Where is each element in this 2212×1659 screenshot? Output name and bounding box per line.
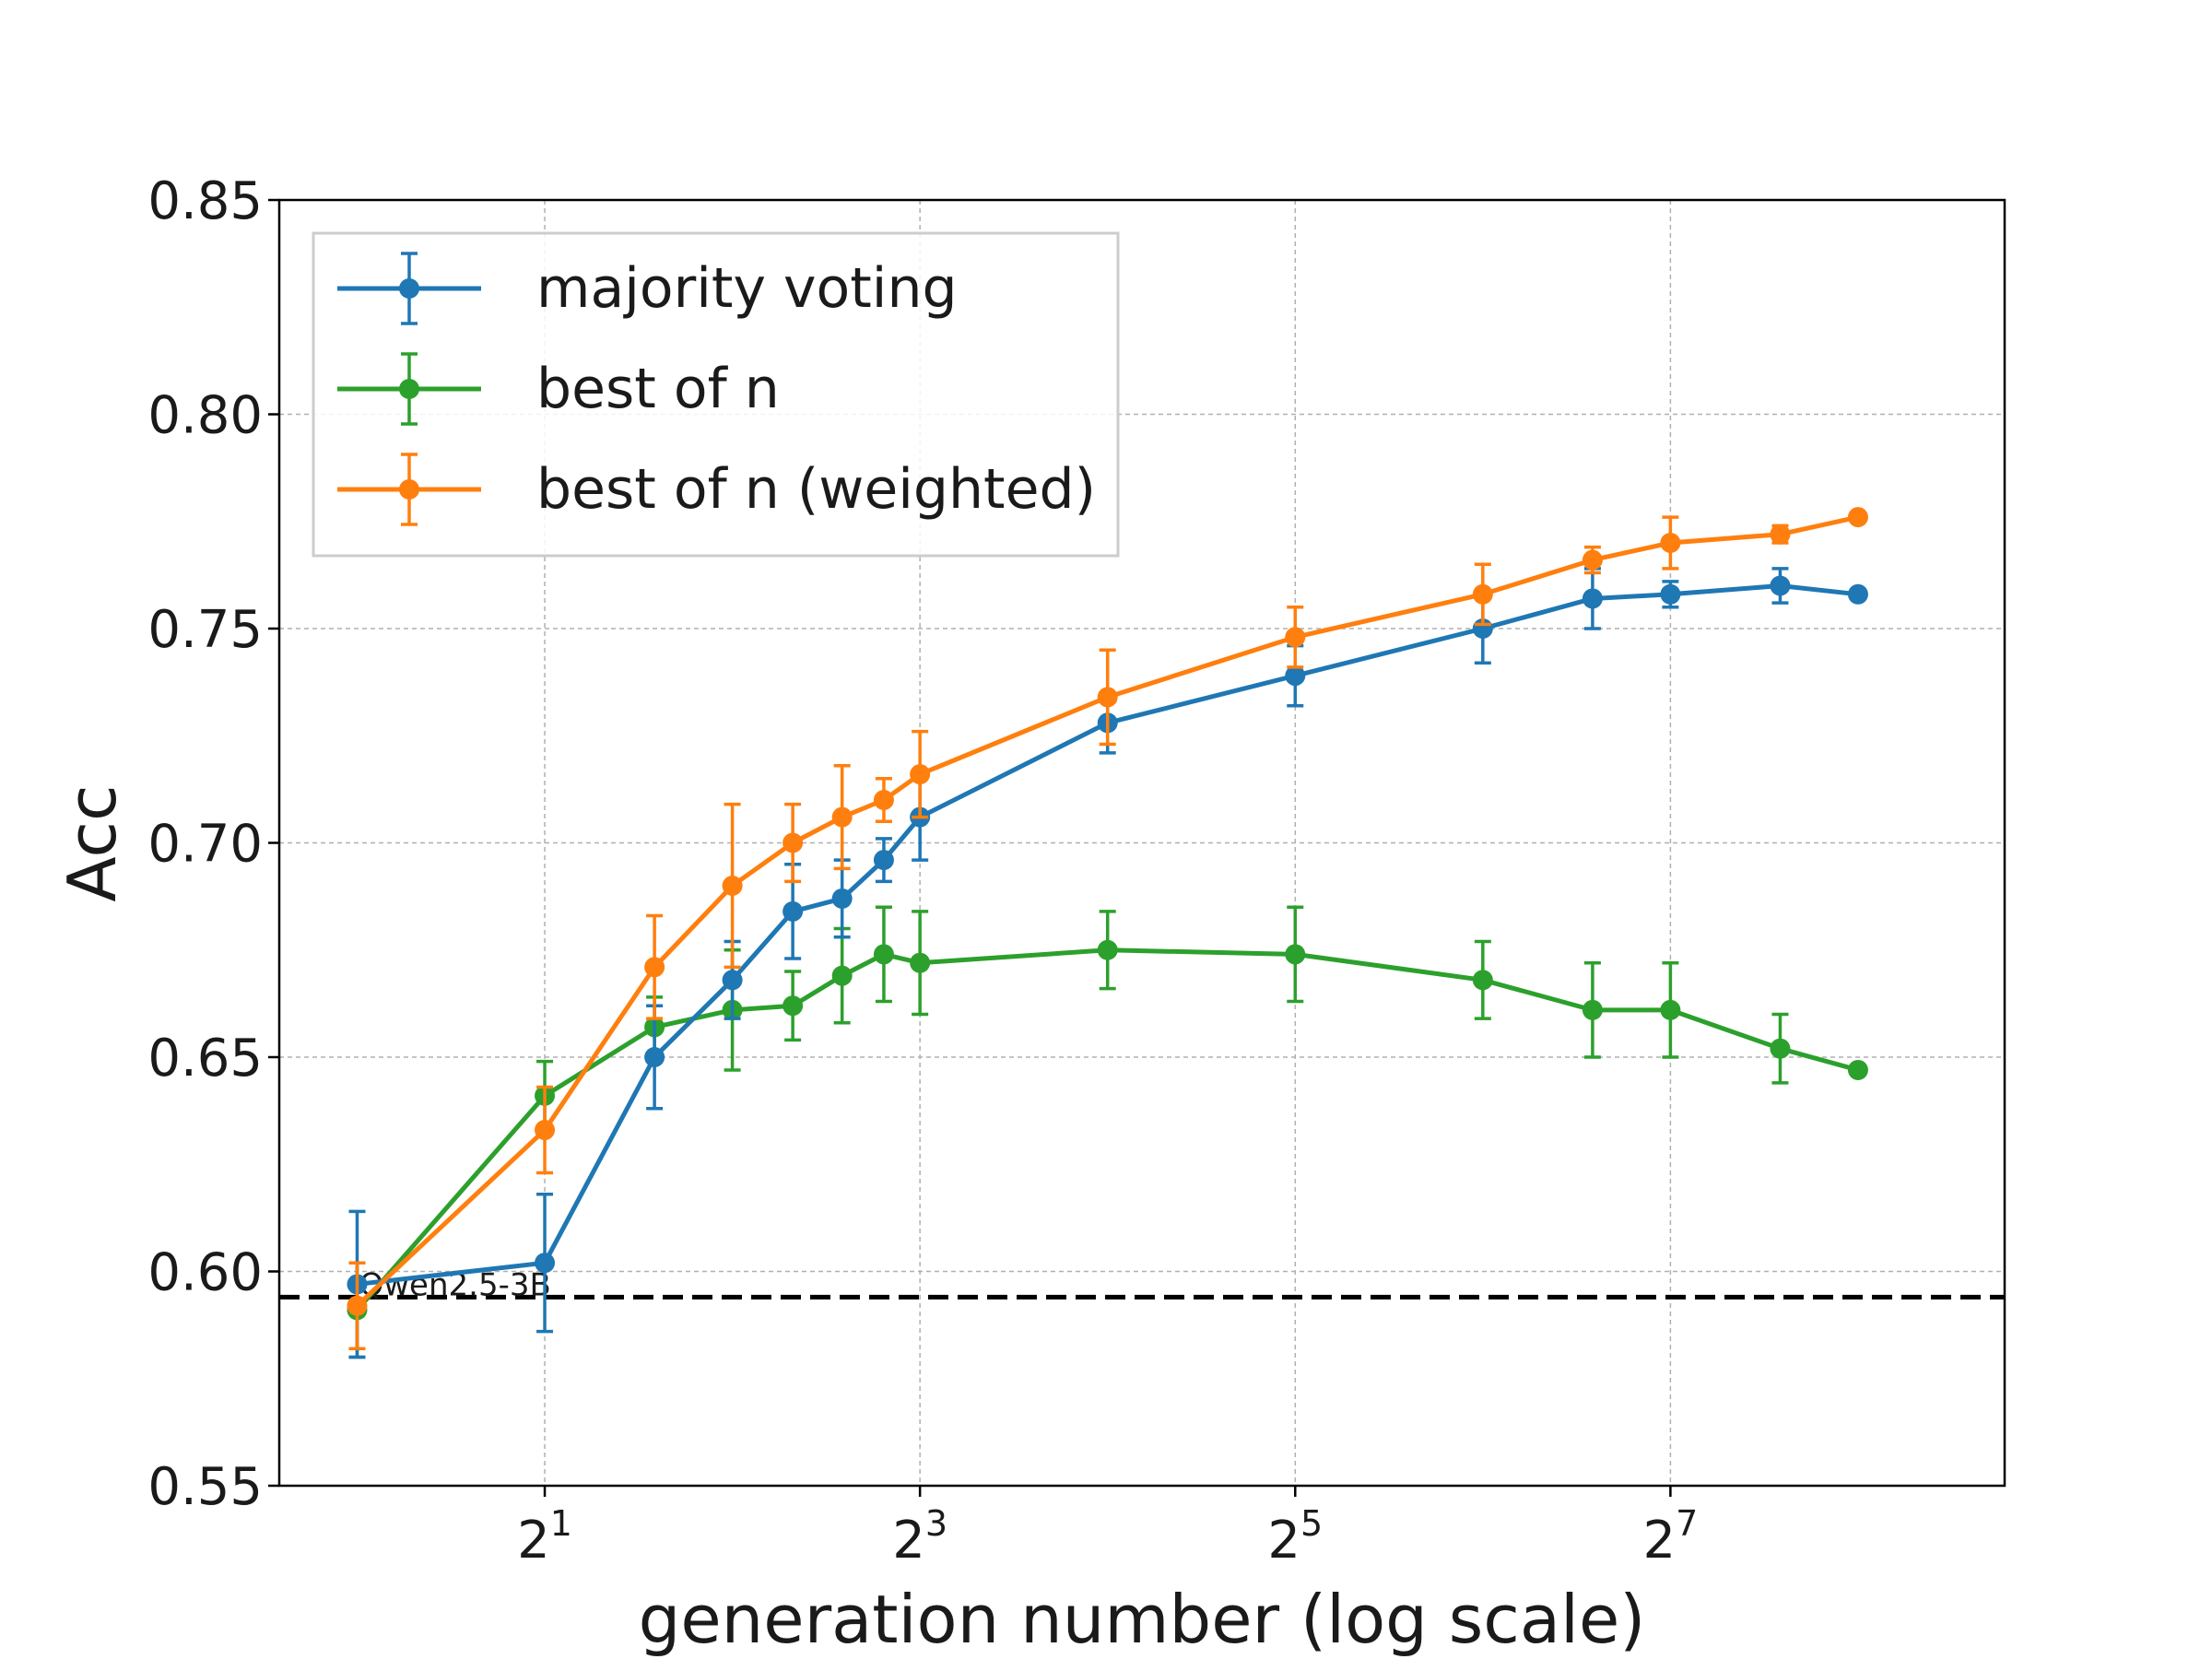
legend: majority voting best of n best of n (weigh… <box>312 231 1120 558</box>
x-tick-label: 21 <box>517 1503 572 1571</box>
data-point <box>782 832 804 853</box>
x-tick-label: 23 <box>892 1503 947 1571</box>
data-point <box>1285 627 1306 648</box>
data-point <box>1097 687 1118 708</box>
y-tick-label: 0.80 <box>147 386 263 446</box>
x-tick-exponent: 7 <box>1676 1503 1698 1544</box>
data-point <box>1582 549 1603 571</box>
data-point <box>1285 944 1306 965</box>
data-point <box>1285 665 1306 687</box>
y-tick-label: 0.75 <box>147 600 263 660</box>
data-point <box>1582 588 1603 609</box>
legend-marker <box>399 278 419 299</box>
data-point <box>722 876 743 896</box>
x-tick-exponent: 1 <box>550 1503 572 1544</box>
data-point <box>1847 583 1868 605</box>
x-tick-label: 25 <box>1267 1503 1323 1571</box>
legend-label: best of n <box>536 357 780 421</box>
data-point <box>535 1253 556 1274</box>
x-tick-base: 2 <box>892 1511 925 1571</box>
data-point <box>1770 575 1791 596</box>
data-point <box>873 944 894 965</box>
data-point <box>831 806 853 828</box>
data-point <box>831 965 853 986</box>
data-point <box>782 900 804 922</box>
series-layer <box>347 507 1868 1359</box>
data-point <box>782 995 804 1017</box>
y-tick-label: 0.60 <box>147 1243 263 1303</box>
y-tick-label: 0.55 <box>147 1457 263 1517</box>
data-point <box>1097 939 1118 960</box>
y-axis-label: Acc <box>53 784 131 901</box>
x-tick-base: 2 <box>1267 1511 1300 1571</box>
data-point <box>1847 507 1868 528</box>
legend-item: majority voting <box>337 252 958 325</box>
x-tick-label: 27 <box>1642 1503 1698 1571</box>
legend-marker <box>399 479 419 500</box>
legend-marker <box>399 379 419 399</box>
data-point <box>873 790 894 810</box>
legend-item: best of n <box>337 352 780 426</box>
legend-label: best of n (weighted) <box>536 457 1096 522</box>
y-tick-label: 0.85 <box>147 171 263 231</box>
data-point <box>347 1295 368 1316</box>
data-point <box>644 957 665 978</box>
legend-item: best of n (weighted) <box>337 453 1096 526</box>
data-point <box>910 952 931 973</box>
data-point <box>722 970 743 991</box>
data-point <box>1472 970 1493 991</box>
data-point <box>1660 583 1681 605</box>
data-point <box>644 1047 665 1067</box>
y-tick-label: 0.70 <box>147 815 263 875</box>
x-tick-base: 2 <box>1642 1511 1676 1571</box>
data-point <box>831 888 853 909</box>
data-point <box>1660 999 1681 1020</box>
data-point <box>1770 1038 1791 1059</box>
data-point <box>1770 524 1791 545</box>
data-point <box>1660 533 1681 553</box>
data-point <box>1847 1059 1868 1080</box>
data-point <box>1582 999 1603 1020</box>
legend-label: majority voting <box>536 256 958 321</box>
x-tick-base: 2 <box>517 1511 550 1571</box>
x-tick-exponent: 3 <box>925 1503 947 1544</box>
series-2 <box>347 507 1868 1350</box>
data-point <box>535 1120 556 1141</box>
data-point <box>910 764 931 785</box>
x-tick-exponent: 5 <box>1300 1503 1323 1544</box>
y-tick-label: 0.65 <box>147 1029 263 1088</box>
data-point <box>1472 583 1493 605</box>
data-point <box>873 850 894 871</box>
x-axis-label: generation number (log scale) <box>639 1581 1646 1658</box>
